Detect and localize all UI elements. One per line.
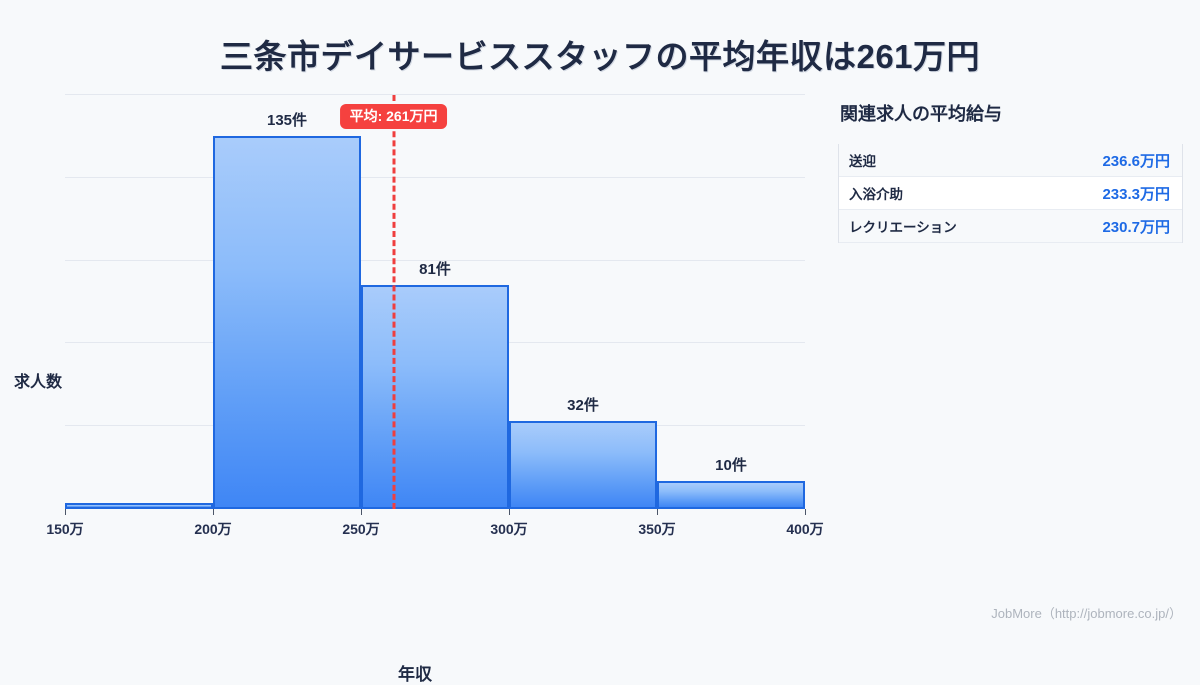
chart-container: 求人数 135件 81件 32件 10件 150万 200万 250万 300万 350万 400… [0, 88, 830, 684]
plot-area: 135件 81件 32件 10件 150万 200万 250万 300万 350万 400万 平均:… [46, 94, 824, 537]
average-salary-value: 230.7万円 [1102, 218, 1170, 236]
gridline [65, 176, 805, 178]
average-badge: 平均: 261万円 [339, 104, 448, 130]
gridline [65, 259, 805, 261]
table-row: レクリエーション 230.7万円 [839, 210, 1182, 243]
average-line [392, 95, 396, 509]
x-axis-tick-label: 350万 [638, 521, 676, 537]
x-axis-tick [509, 509, 510, 515]
x-axis-tick-label: 150万 [46, 521, 84, 537]
bar [361, 285, 509, 509]
x-axis-tick-label: 200万 [194, 521, 232, 537]
x-axis-tick [213, 509, 214, 515]
x-axis-tick-label: 250万 [342, 521, 380, 537]
x-axis-title: 年収 [398, 665, 432, 684]
table-row: 入浴介助 233.3万円 [839, 177, 1182, 210]
bar-value-label: 135件 [266, 112, 308, 130]
related-salary-table: 送迎 236.6万円入浴介助 233.3万円レクリエーション 230.7万円 [838, 144, 1183, 243]
x-axis-tick-label: 400万 [786, 521, 824, 537]
average-salary-value: 233.3万円 [1102, 185, 1170, 203]
average-salary-value: 236.6万円 [1102, 152, 1170, 170]
x-axis-tick-label: 300万 [490, 521, 528, 537]
x-axis-tick [361, 509, 362, 515]
page-title: 三条市デイサービススタッフの平均年収は261万円 [219, 38, 981, 75]
bar-value-label: 32件 [567, 396, 599, 414]
watermark: JobMore（http://jobmore.co.jp/） [991, 606, 1182, 621]
bar-value-label: 10件 [715, 457, 747, 475]
x-axis-tick [65, 509, 66, 515]
bar [657, 481, 805, 509]
related-salary-heading: 関連求人の平均給与 [840, 104, 1002, 124]
job-type-label: レクリエーション [849, 220, 957, 235]
x-axis-tick [657, 509, 658, 515]
bar-value-label: 81件 [419, 261, 451, 279]
y-axis-title: 求人数 [14, 374, 63, 391]
job-type-label: 入浴介助 [849, 187, 903, 202]
x-axis-tick [805, 509, 806, 515]
job-type-label: 送迎 [849, 154, 876, 169]
gridline [65, 94, 805, 95]
related-salary-panel: 関連求人の平均給与 送迎 236.6万円入浴介助 233.3万円レクリエーション 23… [838, 100, 1183, 243]
bar [509, 420, 657, 509]
bar [65, 503, 213, 509]
bar [213, 136, 361, 509]
table-row: 送迎 236.6万円 [839, 144, 1182, 177]
